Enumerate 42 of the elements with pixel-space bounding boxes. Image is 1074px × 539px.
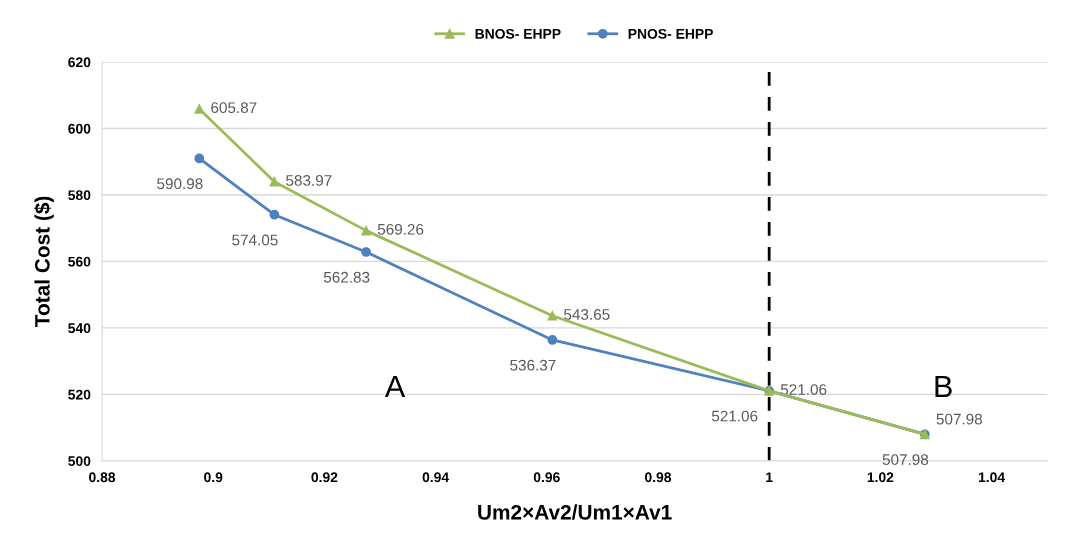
point [269, 176, 280, 187]
x-tick-label: 0.9 [204, 472, 223, 483]
point [194, 153, 205, 164]
x-tick-label: 1.02 [867, 472, 894, 483]
x-tick-label: 0.96 [533, 472, 560, 483]
y-tick-label: 620 [68, 57, 91, 68]
point [361, 225, 371, 236]
data-label: 536.37 [510, 359, 556, 371]
y-tick-label: 580 [68, 190, 91, 201]
data-label: 507.98 [936, 413, 983, 425]
y-tick-label: 600 [68, 123, 91, 134]
point [361, 247, 371, 257]
y-tick-label: 520 [68, 389, 91, 400]
point [547, 310, 558, 321]
x-tick-label: 1.04 [978, 472, 1005, 483]
data-label: 562.83 [323, 271, 370, 283]
legend-label: PNOS- EHPP [628, 28, 713, 39]
x-tick-label: 0.98 [645, 472, 672, 483]
annotation: A [384, 375, 406, 397]
data-label: 605.87 [211, 102, 257, 114]
point [194, 104, 205, 114]
x-tick-label: 0.94 [422, 472, 450, 483]
y-axis-title: Total Cost ($) [34, 196, 54, 327]
y-tick-label: 560 [68, 256, 91, 267]
data-label: 507.98 [882, 454, 929, 465]
y-tick-label: 500 [68, 456, 91, 467]
data-label: 574.05 [232, 234, 278, 246]
point [269, 209, 280, 220]
data-label: 543.65 [564, 309, 610, 320]
point [547, 335, 558, 345]
data-label: 521.06 [780, 384, 827, 395]
data-label: 569.26 [377, 223, 424, 235]
data-label: 590.98 [157, 178, 203, 190]
x-tick-label: 0.88 [89, 472, 116, 483]
legend-label: BNOS- EHPP [475, 28, 561, 39]
x-tick-label: 0.92 [311, 472, 338, 483]
y-tick-label: 540 [68, 323, 91, 334]
data-label: 583.97 [286, 175, 332, 186]
annotation: B [935, 375, 952, 397]
data-label: 521.06 [711, 410, 758, 422]
x-tick-label: 1 [766, 472, 773, 483]
x-axis-title: Um2×Av2/Um1×Av1 [478, 504, 672, 520]
